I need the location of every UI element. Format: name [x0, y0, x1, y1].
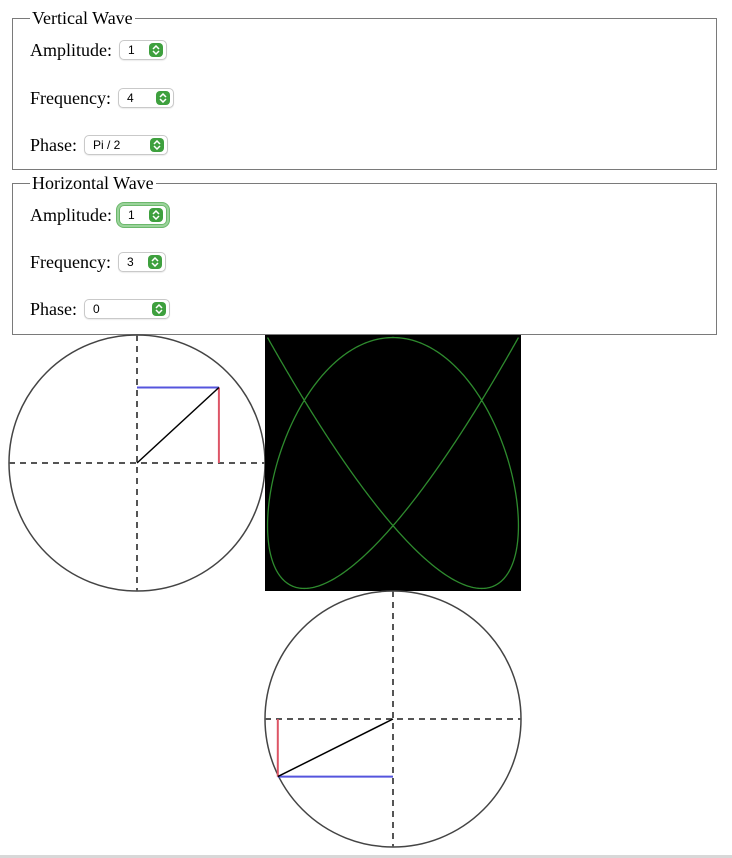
window-bottom-edge	[0, 855, 732, 858]
lissajous-background	[265, 335, 521, 591]
horizontal-frequency-label: Frequency:	[30, 252, 111, 272]
vertical-frequency-label: Frequency:	[30, 88, 111, 108]
horizontal-wave-group: Horizontal Wave Amplitude: 1 Frequency: …	[12, 173, 717, 335]
vertical-phase-value: Pi / 2	[93, 138, 121, 152]
vertical-phase-label: Phase:	[30, 135, 77, 155]
vertical-amplitude-label: Amplitude:	[30, 40, 112, 60]
horizontal-phasor	[264, 590, 522, 848]
horizontal-frequency-row: Frequency: 3	[30, 250, 166, 274]
horizontal-phase-select[interactable]: 0	[84, 299, 170, 319]
vertical-phase-row: Phase: Pi / 2	[30, 133, 168, 157]
vertical-amplitude-row: Amplitude: 1	[30, 38, 167, 62]
vertical-wave-legend: Vertical Wave	[30, 8, 135, 28]
horizontal-phasor-radius	[277, 718, 394, 778]
lissajous-curve	[266, 336, 520, 590]
vertical-phasor-radius	[136, 386, 220, 464]
horizontal-amplitude-value: 1	[128, 208, 135, 222]
vertical-frequency-value: 4	[126, 91, 134, 105]
vertical-phase-select[interactable]: Pi / 2	[84, 135, 168, 155]
horizontal-amplitude-select[interactable]: 1	[119, 205, 167, 225]
horizontal-phase-label: Phase:	[30, 299, 77, 319]
horizontal-frequency-stepper-icon	[147, 255, 162, 269]
horizontal-frequency-select[interactable]: 3	[117, 252, 166, 272]
vertical-amplitude-value: 1	[128, 43, 135, 57]
horizontal-phase-stepper-icon	[152, 302, 166, 316]
vertical-amplitude-select[interactable]: 1	[119, 40, 167, 60]
vertical-frequency-row: Frequency: 4	[30, 86, 174, 110]
horizontal-amplitude-row: Amplitude: 1	[30, 203, 167, 227]
horizontal-frequency-value: 3	[126, 255, 134, 269]
vertical-amplitude-stepper-icon	[149, 43, 163, 57]
horizontal-phase-value: 0	[93, 302, 100, 316]
vertical-frequency-stepper-icon	[155, 91, 170, 105]
horizontal-wave-legend: Horizontal Wave	[30, 173, 156, 193]
vertical-wave-group: Vertical Wave Amplitude: 1 Frequency: 4 …	[12, 8, 717, 170]
horizontal-amplitude-stepper-icon	[149, 208, 163, 222]
lissajous-plot	[265, 335, 521, 591]
vertical-phasor	[8, 334, 266, 592]
horizontal-amplitude-label: Amplitude:	[30, 205, 112, 225]
horizontal-phase-row: Phase: 0	[30, 297, 170, 321]
vertical-phase-stepper-icon	[150, 138, 164, 152]
vertical-frequency-select[interactable]: 4	[117, 88, 174, 108]
